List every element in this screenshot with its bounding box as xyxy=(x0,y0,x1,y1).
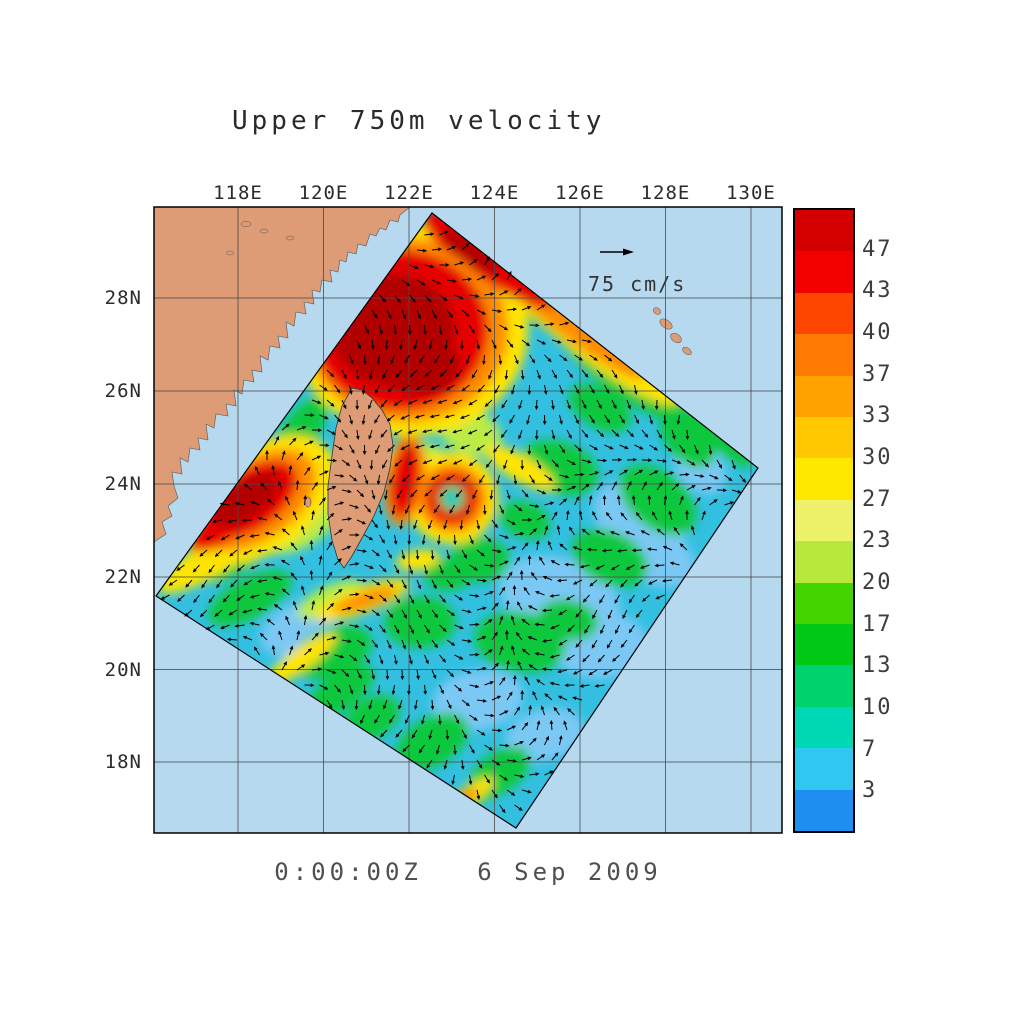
colorbar-band xyxy=(795,292,853,335)
lon-tick-label: 126E xyxy=(555,182,605,204)
velocity-field xyxy=(156,213,758,828)
lon-tick-label: 130E xyxy=(726,182,776,204)
lat-tick-label: 18N xyxy=(104,751,142,773)
colorbar-tick-label: 17 xyxy=(862,611,893,637)
lat-tick-label: 22N xyxy=(104,566,142,588)
colorbar-band xyxy=(795,458,853,500)
colorbar-tick-label: 10 xyxy=(862,695,893,720)
colorbar-tick-label: 23 xyxy=(862,528,893,554)
colorbar-tick-label: 13 xyxy=(862,653,893,679)
colorbar-band xyxy=(795,499,853,542)
colorbar-tick-label: 20 xyxy=(862,570,893,595)
colorbar-tick-label: 7 xyxy=(862,736,878,762)
colorbar-band xyxy=(795,624,853,666)
colorbar-tick-label: 3 xyxy=(862,778,878,804)
coastal-islands xyxy=(226,221,295,256)
model-domain-outline xyxy=(155,212,759,829)
colorbar-band xyxy=(795,665,853,707)
grid-lines xyxy=(154,207,782,833)
lon-tick-label: 124E xyxy=(469,182,520,204)
colorbar-tick-label: 43 xyxy=(862,278,893,304)
colorbar-band xyxy=(795,582,853,625)
colorbar-tick-label: 40 xyxy=(862,320,893,345)
mainland-china-landmass xyxy=(153,206,411,543)
lat-tick-label: 24N xyxy=(104,473,142,495)
colorbar-band xyxy=(795,334,853,376)
colorbar-tick-label: 30 xyxy=(862,445,893,470)
lon-tick-label: 122E xyxy=(384,182,434,204)
colorbar-band xyxy=(795,210,853,252)
timestamp-label: 0:00:00Z 6 Sep 2009 xyxy=(274,858,662,886)
lat-tick-label: 20N xyxy=(104,658,142,681)
colorbar-band xyxy=(795,541,853,583)
lon-tick-label: 120E xyxy=(298,182,349,204)
plot-title: Upper 750m velocity xyxy=(232,106,606,136)
lon-tick-label: 128E xyxy=(640,182,691,204)
colorbar-tick-label: 37 xyxy=(862,361,893,387)
lat-tick-label: 26N xyxy=(104,380,142,402)
colorbar-band xyxy=(795,706,853,749)
colorbar-band xyxy=(795,789,853,832)
plot-frame xyxy=(153,206,783,834)
colorbar-band xyxy=(795,748,853,790)
reference-vector-label: 75 cm/s xyxy=(588,272,687,296)
colorbar-tick-label: 47 xyxy=(862,236,893,262)
colorbar-band xyxy=(795,417,853,459)
colorbar-tick-label: 27 xyxy=(862,486,893,512)
reference-arrow-icon xyxy=(600,248,634,256)
vector-arrows xyxy=(160,230,747,814)
lat-tick-label: 28N xyxy=(104,287,142,309)
colorbar-band xyxy=(795,251,853,293)
lon-tick-label: 118E xyxy=(213,182,263,204)
ryukyu-islands xyxy=(653,307,692,356)
colorbar-band xyxy=(795,375,853,418)
colorbar xyxy=(793,208,855,833)
colorbar-tick-label: 33 xyxy=(862,403,893,429)
